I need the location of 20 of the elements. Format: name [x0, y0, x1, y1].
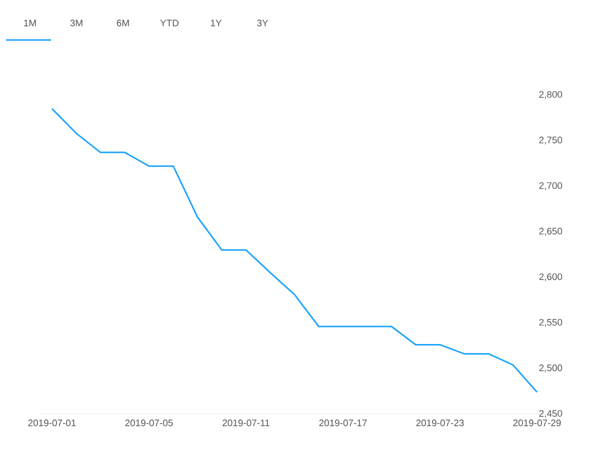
- x-tick-label: 2019-07-01: [28, 420, 76, 426]
- text: 6M: [116, 20, 129, 26]
- text: 3M: [70, 20, 82, 26]
- text: YTD: [160, 20, 179, 26]
- x-tick-label: 2019-07-17: [319, 420, 367, 426]
- x-tick-label: 2019-07-23: [416, 420, 464, 426]
- text: 1M: [24, 20, 36, 26]
- y-tick-label: 2,700: [539, 182, 562, 190]
- x-tick-label: 2019-07-29: [513, 420, 561, 426]
- y-tick-label: 2,750: [539, 136, 562, 144]
- y-tick-label: 2,550: [539, 318, 562, 327]
- x-tick-label: 2019-07-05: [125, 420, 173, 426]
- text: 1Y: [210, 20, 222, 26]
- text: 3Y: [257, 20, 268, 26]
- y-tick-label: 2,450: [539, 410, 562, 418]
- y-tick-label: 2,500: [539, 364, 562, 372]
- y-tick-label: 2,600: [539, 273, 562, 282]
- x-tick-label: 2019-07-11: [222, 420, 270, 426]
- y-tick-label: 2,650: [539, 228, 562, 236]
- y-tick-label: 2,800: [539, 91, 562, 99]
